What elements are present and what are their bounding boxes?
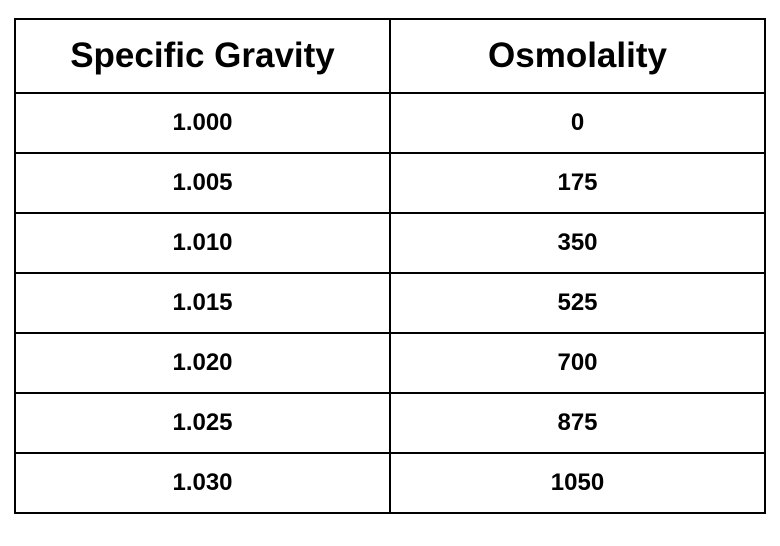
table-cell: 0 (389, 92, 766, 154)
table-row: 1.020 700 (14, 332, 766, 394)
table-row: 1.015 525 (14, 272, 766, 334)
table-row: 1.030 1050 (14, 452, 766, 514)
table-cell: 350 (389, 212, 766, 274)
table-row: 1.005 175 (14, 152, 766, 214)
table-row: 1.000 0 (14, 92, 766, 154)
table-cell: 1.005 (14, 152, 391, 214)
table-row: 1.010 350 (14, 212, 766, 274)
table-cell: 525 (389, 272, 766, 334)
table-cell: 875 (389, 392, 766, 454)
table-cell: 175 (389, 152, 766, 214)
table-cell: 1050 (389, 452, 766, 514)
table-cell: 1.000 (14, 92, 391, 154)
table-cell: 700 (389, 332, 766, 394)
header-row: Specific Gravity Osmolality (14, 18, 766, 94)
table-body: 1.000 0 1.005 175 1.010 350 1.015 525 1.020 700 1.… (14, 92, 766, 514)
table-row: 1.025 875 (14, 392, 766, 454)
table-cell: 1.025 (14, 392, 391, 454)
data-table: Specific Gravity Osmolality 1.000 0 1.005 1… (14, 18, 766, 514)
table-cell: 1.015 (14, 272, 391, 334)
header-cell: Specific Gravity (14, 18, 391, 94)
table-cell: 1.030 (14, 452, 391, 514)
table-cell: 1.010 (14, 212, 391, 274)
table-cell: 1.020 (14, 332, 391, 394)
header-cell: Osmolality (389, 18, 766, 94)
table-header: Specific Gravity Osmolality (14, 18, 766, 94)
